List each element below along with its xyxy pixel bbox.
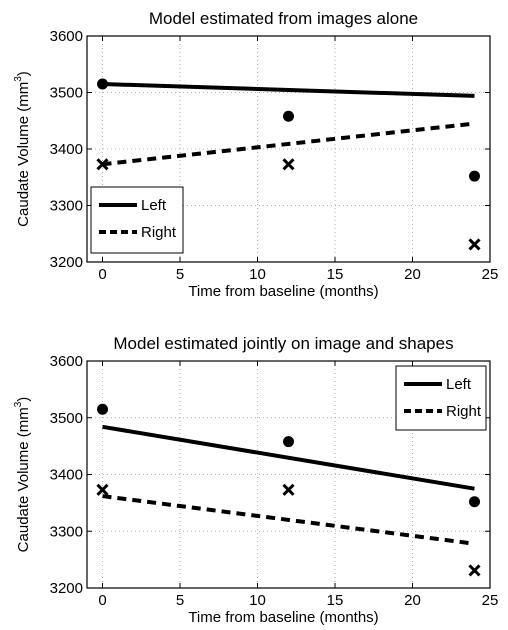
y-axis-label-close: ) [15,71,32,76]
y-tick-label: 3500 [50,410,83,427]
y-axis-label-superscript: 3 [13,76,24,82]
y-axis-label: Caudate Volume (mm3) [13,71,32,227]
y-tick-label: 3300 [50,523,83,540]
y-tick-label: 3600 [50,28,83,45]
x-tick-label: 0 [98,266,106,283]
series-line-left [102,424,475,491]
series-line-right [102,494,475,546]
data-point-x [96,483,109,496]
y-axis-label-superscript: 3 [13,401,24,407]
y-tick-label: 3500 [50,85,83,102]
x-tick-label: 20 [404,592,421,609]
x-tick-label: 25 [482,592,499,609]
series-line-left [102,82,475,98]
y-tick-label: 3200 [50,580,83,597]
x-tick-label: 5 [176,266,184,283]
data-point-x [468,238,481,251]
data-point-circle [283,436,294,448]
y-axis-label-main: Caudate Volume (mm [15,82,32,227]
data-point-x [96,158,109,171]
legend-box [90,186,184,254]
x-tick-label: 0 [98,592,106,609]
data-point-circle [97,78,108,90]
x-tick-label: 15 [327,266,344,283]
legend-label-left: Left [141,197,167,214]
y-tick-label: 3400 [50,141,83,158]
x-tick-label: 25 [482,266,499,283]
data-point-circle [283,110,294,122]
y-axis-label-close: ) [15,397,32,402]
data-point-x [282,158,295,171]
x-axis-label: Time from baseline (months) [188,283,378,300]
data-point-circle [469,170,480,182]
legend-label-left: Left [446,376,472,393]
chart-panel-2: 0 5 10 15 20 25 3200 3300 3400 3500 3600 Model esti… [13,334,498,626]
data-point-circle [97,403,108,415]
chart-panel-1: 0 5 10 15 20 25 3200 3300 3400 3500 3600 Model esti… [13,9,498,300]
y-tick-label: 3200 [50,254,83,271]
chart-title: Model estimated jointly on image and sha… [113,334,453,353]
legend-label-right: Right [141,224,177,241]
legend-box [395,365,487,431]
y-axis-label: Caudate Volume (mm3) [13,397,32,553]
x-tick-label: 5 [176,592,184,609]
x-tick-label: 15 [327,592,344,609]
y-axis-label-main: Caudate Volume (mm [15,407,32,552]
x-tick-label: 20 [404,266,421,283]
x-axis-label: Time from baseline (months) [188,609,378,626]
data-point-circle [469,496,480,508]
y-tick-label: 3600 [50,353,83,370]
legend-label-right: Right [446,403,482,420]
legend: Left Right [90,186,184,254]
chart-title: Model estimated from images alone [149,9,418,28]
x-tick-label: 10 [249,592,266,609]
x-tick-label: 10 [249,266,266,283]
data-point-x [282,483,295,496]
series-line-right [102,121,475,167]
y-tick-label: 3300 [50,198,83,215]
y-tick-label: 3400 [50,467,83,484]
legend: Left Right [395,365,487,431]
data-point-x [468,564,481,577]
